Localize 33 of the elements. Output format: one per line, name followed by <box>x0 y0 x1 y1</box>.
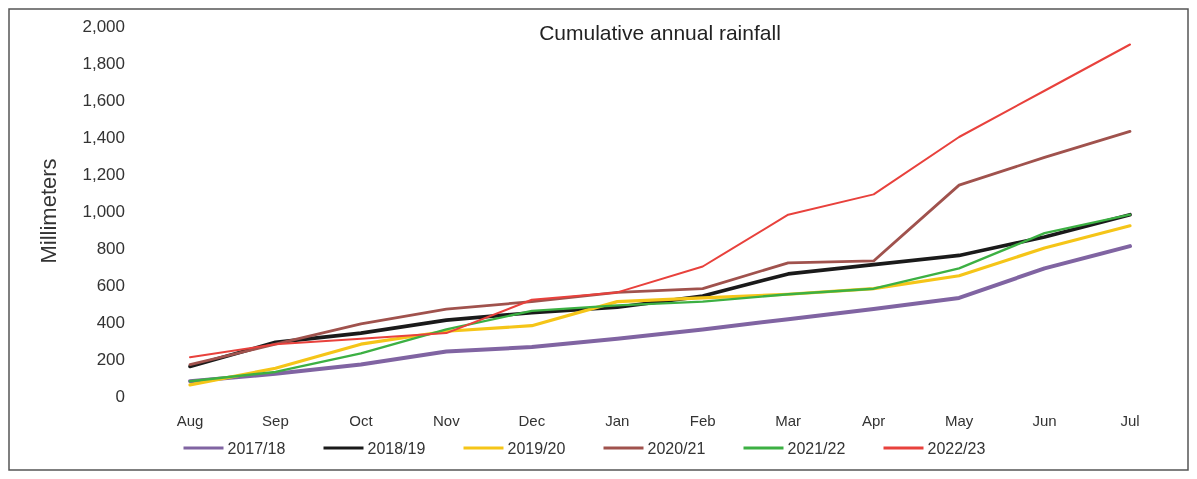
x-tick-label: May <box>944 412 974 429</box>
legend-label: 2019/20 <box>507 439 566 457</box>
x-tick-label: Sep <box>262 412 289 429</box>
legend-label: 2022/23 <box>927 439 986 457</box>
legend-label: 2017/18 <box>227 439 286 457</box>
y-tick-label: 400 <box>96 312 125 332</box>
y-tick-label: 1,400 <box>82 127 125 147</box>
y-tick-label: 1,800 <box>82 53 125 73</box>
y-tick-label: 0 <box>115 386 125 406</box>
y-tick-label: 200 <box>96 349 125 369</box>
y-tick-label: 1,200 <box>82 164 125 184</box>
legend-label: 2018/19 <box>367 439 426 457</box>
y-tick-label: 1,000 <box>82 201 125 221</box>
y-tick-label: 1,600 <box>82 90 125 110</box>
chart-title: Cumulative annual rainfall <box>539 21 781 44</box>
y-axis-title: Millimeters <box>36 158 61 264</box>
x-tick-label: Apr <box>861 412 886 429</box>
x-tick-label: Jul <box>1120 412 1140 429</box>
x-tick-label: Nov <box>433 412 461 429</box>
legend-label: 2020/21 <box>647 439 706 457</box>
x-tick-label: Feb <box>689 412 716 429</box>
x-tick-label: Mar <box>775 412 802 429</box>
y-tick-label: 800 <box>96 238 125 258</box>
line-series <box>188 130 1132 366</box>
legend-label: 2021/22 <box>787 439 846 457</box>
x-tick-label: Oct <box>349 412 374 429</box>
x-tick-label: Jan <box>605 412 630 429</box>
x-tick-label: Dec <box>518 412 546 429</box>
line-series <box>189 43 1131 359</box>
y-tick-label: 600 <box>96 275 125 295</box>
y-tick-label: 2,000 <box>82 16 125 36</box>
x-tick-label: Jun <box>1032 412 1057 429</box>
x-tick-label: Aug <box>176 412 204 429</box>
